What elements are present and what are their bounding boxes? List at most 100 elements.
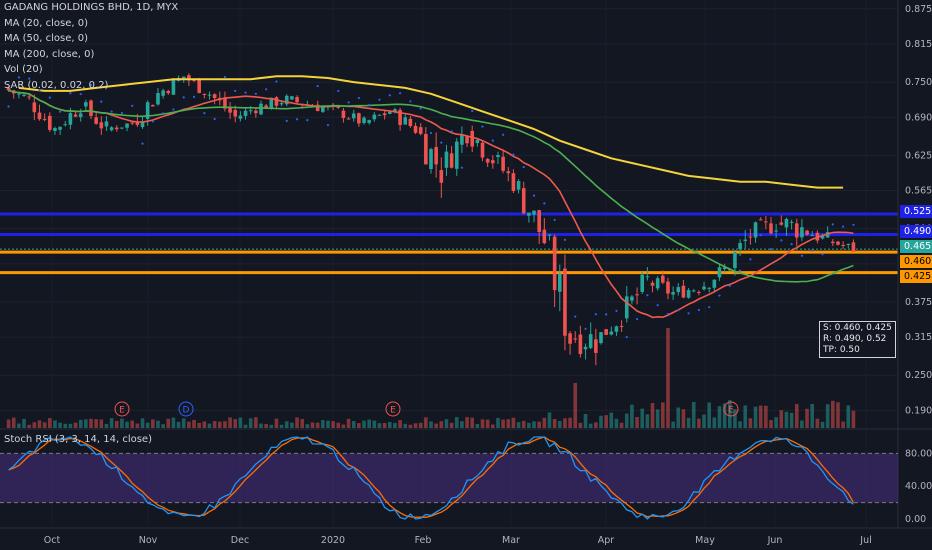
note-box[interactable]: S: 0.460, 0.425 R: 0.490, 0.52 TP: 0.50: [819, 321, 896, 358]
symbol-title[interactable]: GADANG HOLDINGS BHD, 1D, MYX: [4, 2, 179, 13]
stoch-rsi-legend[interactable]: Stoch RSI (3, 3, 14, 14, close): [4, 434, 152, 445]
stoch-band: [0, 453, 898, 503]
candle-body: [712, 279, 717, 288]
volume-bar: [321, 420, 325, 428]
volume-bar: [233, 419, 238, 428]
price-tick-label: 0.750: [905, 77, 932, 88]
candle-body: [259, 103, 263, 115]
stoch-d-line: [8, 436, 854, 518]
volume-bar: [135, 423, 140, 428]
candle-body: [454, 141, 459, 169]
candle-body: [171, 78, 176, 95]
sar-dot: [203, 111, 206, 115]
volume-bar: [161, 424, 165, 428]
candle-body: [161, 90, 165, 96]
candle-body: [619, 325, 624, 327]
ma50-legend[interactable]: MA (50, close, 0): [4, 33, 89, 44]
candle-body: [439, 170, 444, 183]
sar-dot: [532, 194, 536, 197]
candle-body: [671, 292, 675, 295]
sar-dot: [594, 313, 597, 316]
volume-bar: [104, 423, 109, 428]
candle-body: [758, 219, 763, 221]
candle-body: [470, 130, 475, 147]
candle-body: [588, 334, 593, 348]
volume-bar: [362, 420, 366, 428]
candle-body: [578, 334, 583, 354]
volume-bar: [130, 420, 135, 428]
volume-bar: [181, 418, 186, 428]
candle-body: [377, 114, 382, 116]
candle-body: [68, 113, 73, 125]
volume-bar: [661, 402, 665, 428]
volume-bar: [68, 423, 73, 428]
candle-body: [135, 121, 140, 125]
volume-legend[interactable]: Vol (20): [4, 64, 43, 75]
sar-dot: [89, 83, 93, 87]
volume-bar: [496, 417, 500, 428]
sar-dot: [460, 166, 464, 169]
sar-dot: [388, 94, 391, 97]
volume-bar: [475, 424, 480, 428]
time-tick-label: Mar: [502, 535, 520, 546]
candle-body: [851, 242, 856, 252]
ma200-legend[interactable]: MA (200, close, 0): [4, 48, 95, 60]
candle-body: [846, 243, 851, 245]
sar-dot: [162, 112, 165, 115]
volume-bar: [238, 417, 243, 428]
candle-body: [89, 100, 93, 116]
sar-dot: [728, 284, 731, 287]
candle-body: [506, 171, 511, 174]
sar-dot: [656, 304, 659, 307]
volume-bar: [315, 422, 320, 428]
candle-body: [521, 188, 526, 214]
time-tick-label: 2020: [321, 535, 345, 546]
candle-body: [779, 222, 784, 225]
candle-body: [836, 241, 840, 245]
volume-bar: [733, 409, 737, 428]
volume-bar: [336, 422, 341, 428]
candle-body: [99, 122, 104, 129]
sar-dot: [234, 89, 237, 92]
stoch-tick-label: 80.00: [905, 448, 932, 459]
candle-body: [58, 126, 62, 130]
sar-dot: [337, 89, 340, 93]
ma20-legend[interactable]: MA (20, close, 0): [4, 17, 89, 29]
candle-body: [491, 160, 495, 164]
candle-body: [22, 95, 26, 97]
volume-bar: [583, 414, 588, 428]
volume-bar: [563, 418, 567, 428]
volume-bar: [460, 421, 464, 428]
volume-bar: [836, 402, 840, 428]
volume-bar: [774, 417, 778, 428]
candle-body: [284, 95, 289, 105]
volume-bar: [434, 423, 438, 428]
sar-dot: [831, 223, 834, 226]
sar-dot: [491, 139, 494, 142]
candle-body: [243, 110, 248, 116]
sar-dot: [697, 308, 700, 312]
volume-bar: [212, 421, 217, 428]
candle-body: [37, 112, 42, 120]
sar-dot: [574, 315, 577, 318]
support-note: S: 0.460, 0.425: [823, 323, 892, 333]
volume-bar: [156, 420, 160, 428]
sar-legend[interactable]: SAR (0.02, 0.02, 0.2): [4, 79, 109, 91]
volume-bar: [820, 421, 825, 428]
volume-bar: [17, 423, 21, 428]
volume-bar: [254, 417, 258, 428]
volume-bar: [202, 421, 207, 428]
candle-body: [341, 110, 346, 119]
volume-bar: [248, 418, 253, 428]
sar-dot: [615, 309, 618, 313]
volume-bar: [753, 406, 758, 428]
volume-bar: [506, 419, 511, 428]
candle-body: [114, 127, 119, 130]
volume-bar: [42, 422, 47, 428]
volume-bar: [393, 422, 397, 428]
volume-bar: [537, 421, 541, 428]
volume-bar: [429, 421, 433, 428]
candle-body: [372, 114, 377, 120]
candle-body: [449, 153, 454, 168]
